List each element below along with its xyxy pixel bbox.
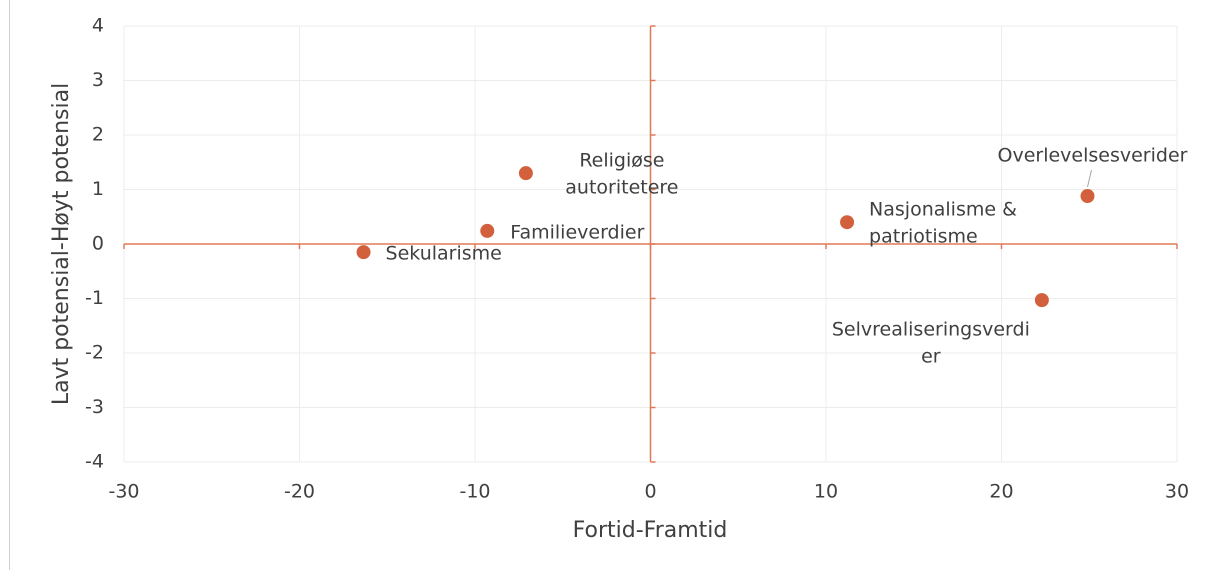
leader-line — [1087, 169, 1092, 188]
point-label: Religiøse — [579, 150, 664, 172]
x-tick-label: 20 — [989, 481, 1013, 503]
point-label: patriotisme — [869, 226, 978, 248]
y-tick-label: 3 — [92, 69, 104, 91]
x-tick-label: 0 — [644, 481, 656, 503]
point — [1080, 189, 1095, 204]
y-tick-label: -4 — [85, 451, 104, 473]
y-tick-label: 1 — [92, 178, 104, 200]
x-tick-label: -30 — [108, 481, 139, 503]
x-tick-label: -20 — [284, 481, 315, 503]
y-tick-label: 2 — [92, 124, 104, 146]
point — [1034, 293, 1049, 308]
point-label: autoritetere — [565, 177, 678, 199]
point-label: Nasjonalisme & — [869, 199, 1017, 221]
point — [840, 215, 855, 230]
y-tick-label: -3 — [85, 396, 104, 418]
point — [480, 223, 495, 238]
x-tick-label: -10 — [459, 481, 490, 503]
point — [356, 245, 371, 260]
y-tick-label: -1 — [85, 287, 104, 309]
point-label: Selvrealiseringsverdi — [832, 319, 1030, 341]
x-axis-title: Fortid-Framtid — [573, 518, 728, 543]
y-tick-label: -2 — [85, 342, 104, 364]
x-tick-label: 30 — [1165, 481, 1189, 503]
point-label: Familieverdier — [510, 221, 644, 243]
point-label: Sekularisme — [386, 243, 502, 265]
y-tick-label: 4 — [92, 15, 104, 37]
point — [518, 166, 533, 181]
y-axis-title: Lavt potensial-Høyt potensial — [49, 83, 74, 405]
point-label: er — [921, 346, 941, 368]
point-label: Overlevelsesverider — [998, 145, 1188, 167]
x-tick-label: 10 — [814, 481, 838, 503]
y-tick-label: 0 — [92, 233, 104, 255]
